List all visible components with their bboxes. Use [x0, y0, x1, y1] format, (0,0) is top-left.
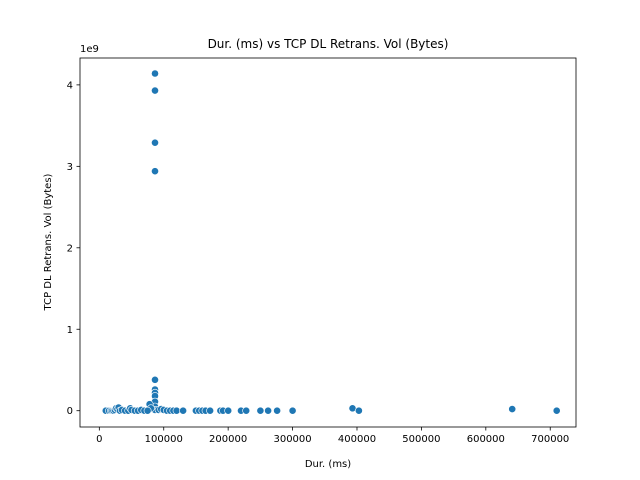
chart-title: Dur. (ms) vs TCP DL Retrans. Vol (Bytes)	[208, 37, 449, 51]
data-point-45	[206, 406, 214, 415]
y-tick-label: 1	[67, 325, 73, 336]
data-point-52	[264, 406, 272, 415]
data-point-54	[288, 406, 297, 415]
data-point-4	[151, 375, 159, 384]
x-tick-label: 100000	[145, 434, 183, 445]
x-tick-label: 500000	[402, 434, 440, 445]
data-point-56	[354, 406, 363, 415]
data-point-1	[151, 86, 159, 95]
x-axis-label: Dur. (ms)	[305, 459, 351, 470]
data-point-2	[151, 138, 159, 147]
data-point-58	[552, 406, 561, 415]
x-axis: 0 100000 200000 300000 400000 500000 600000 700…	[96, 427, 569, 445]
data-point-50	[242, 406, 251, 415]
data-point-40	[179, 406, 187, 415]
plot-area	[101, 69, 561, 415]
x-tick-label: 0	[96, 434, 102, 445]
plot-frame	[79, 57, 577, 428]
y-tick-label: 0	[67, 406, 73, 417]
x-tick-label: 200000	[209, 434, 247, 445]
data-point-57	[508, 405, 517, 413]
data-point-51	[256, 406, 265, 415]
y-tick-label: 2	[67, 243, 73, 254]
x-tick-label: 600000	[467, 434, 505, 445]
data-point-53	[273, 406, 281, 415]
data-point-0	[151, 69, 159, 78]
x-tick-label: 700000	[531, 434, 569, 445]
x-tick-label: 300000	[273, 434, 311, 445]
y-axis-label: TCP DL Retrans. Vol (Bytes)	[43, 173, 54, 311]
data-point-48	[224, 406, 233, 415]
y-axis-scale-label: 1e9	[80, 44, 99, 55]
data-point-39	[172, 406, 181, 415]
y-tick-label: 4	[67, 80, 73, 91]
y-axis: 0 1 2 3 4	[67, 80, 80, 417]
y-tick-label: 3	[67, 162, 73, 173]
x-tick-label: 400000	[338, 434, 376, 445]
data-point-32	[143, 406, 152, 415]
data-point-3	[151, 167, 159, 176]
